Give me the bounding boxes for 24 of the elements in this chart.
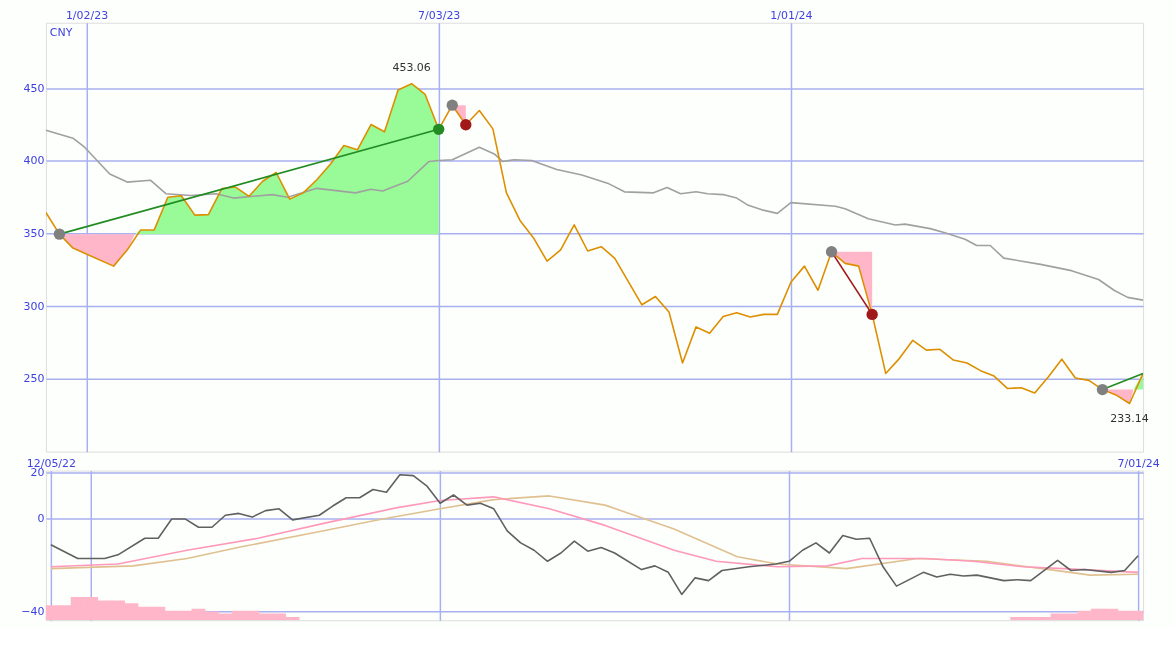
y-tick-label: 300 [23,299,45,313]
line-series [50,473,1139,596]
point [53,228,66,240]
x-tick-label: 7/01/24 [1117,457,1160,471]
y-tick-label: 250 [23,372,45,386]
y-axis-title: CNY [49,25,73,39]
point [460,119,472,131]
point [433,123,445,135]
point [866,308,878,321]
x-tick-label: 7/03/23 [418,9,461,23]
point [1096,383,1109,396]
y-tick-label: 450 [23,81,45,95]
x-tick-label: 1/01/24 [770,9,813,23]
y-tick-label: 0 [37,512,45,526]
point [446,99,458,111]
annotation: 233.14 [1110,412,1149,426]
x-tick-label: 1/02/23 [65,9,109,23]
y-tick-label: −40 [21,604,45,618]
annotation: 453.06 [392,60,431,74]
line-series [45,82,1144,405]
point [825,246,838,258]
line-series [45,129,1144,301]
y-tick-label: 400 [23,154,45,168]
y-tick-label: 350 [23,227,45,241]
